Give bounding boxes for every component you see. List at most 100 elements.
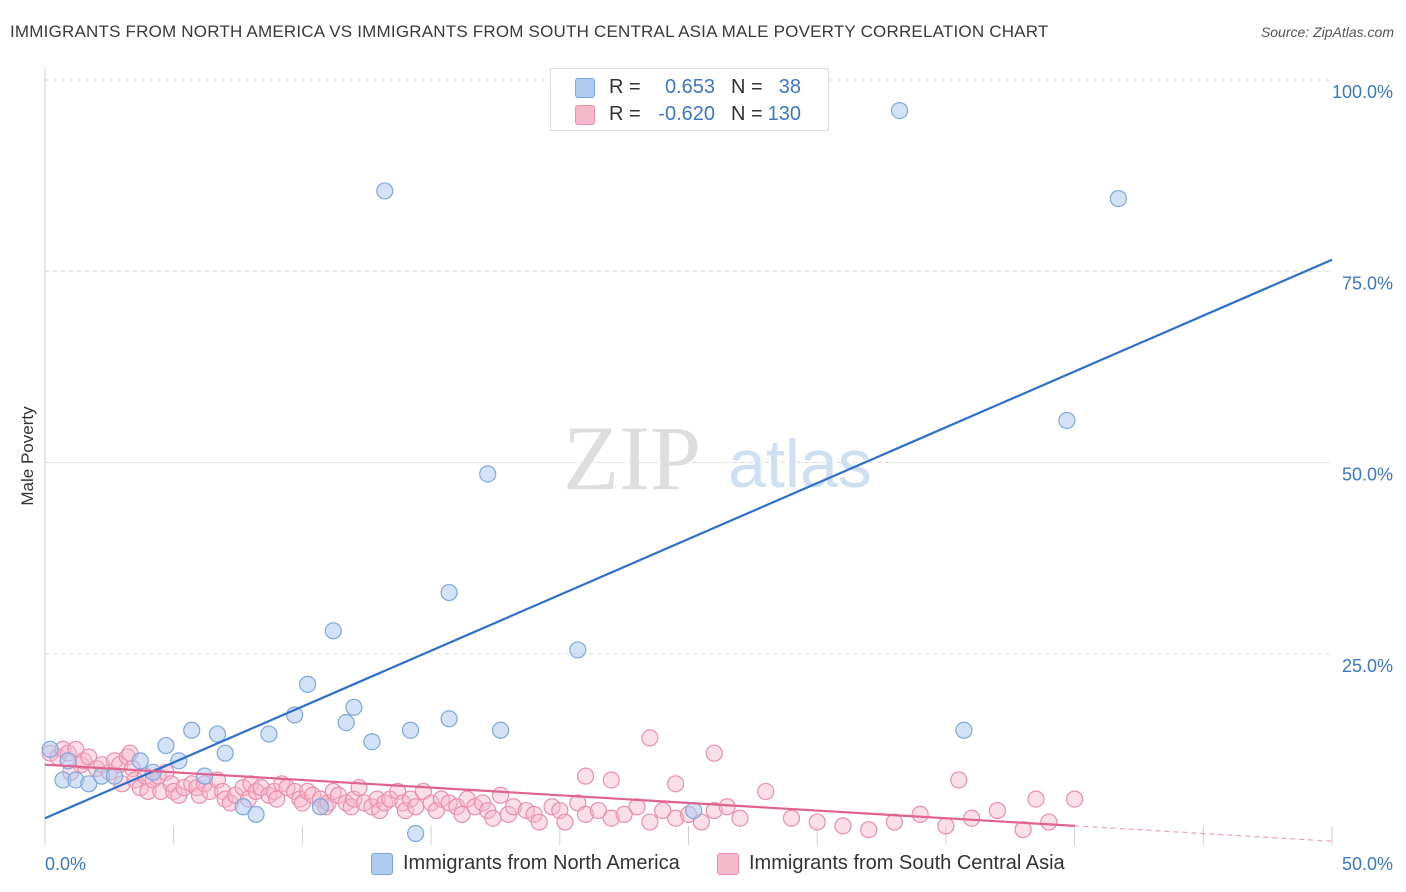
x-tick-label: 50.0% — [1342, 854, 1393, 874]
data-point-south-central-asia — [466, 798, 484, 816]
watermark-zip: ZIP — [563, 407, 701, 509]
data-point-south-central-asia — [440, 794, 458, 812]
data-point-north-america — [208, 725, 227, 743]
data-point-south-central-asia — [808, 813, 826, 831]
data-point-north-america — [363, 733, 381, 751]
legend-label: Immigrants from South Central Asia — [749, 852, 1065, 874]
grid-lines — [45, 79, 1332, 655]
n-label: N = — [731, 103, 763, 125]
trend-extension-south-central-asia — [1074, 825, 1333, 842]
data-point-north-america — [41, 740, 59, 758]
data-point-north-america — [955, 721, 973, 739]
data-point-south-central-asia — [1040, 813, 1058, 831]
y-tick-label: 50.0% — [1342, 465, 1393, 485]
data-point-south-central-asia — [641, 729, 659, 747]
data-point-north-america — [311, 798, 330, 816]
data-point-south-central-asia — [453, 805, 471, 824]
data-point-north-america — [183, 721, 201, 739]
r-label: R = — [609, 76, 641, 98]
trend-line-north-america — [44, 258, 1333, 820]
data-point-north-america — [298, 675, 317, 693]
y-tick-label: 25.0% — [1342, 656, 1393, 676]
data-point-north-america — [479, 465, 497, 483]
data-point-north-america — [195, 767, 214, 785]
data-point-north-america — [1109, 189, 1127, 208]
pink-swatch — [575, 105, 595, 125]
data-point-north-america — [247, 805, 265, 824]
data-point-south-central-asia — [731, 809, 749, 827]
data-point-north-america — [1058, 411, 1076, 430]
r-value: 0.653 — [664, 76, 715, 98]
data-point-north-america — [234, 798, 252, 816]
data-point-south-central-asia — [355, 794, 373, 812]
correlation-legend: R = 0.653 N = 38 R = -0.620 N = 130 — [550, 68, 829, 131]
data-point-south-central-asia — [432, 790, 450, 808]
data-point-south-central-asia — [911, 805, 929, 824]
data-point-south-central-asia — [937, 817, 955, 835]
data-point-north-america — [131, 752, 149, 770]
data-point-south-central-asia — [1027, 790, 1045, 808]
data-point-south-central-asia — [963, 809, 981, 827]
n-value: 38 — [778, 76, 801, 98]
trend-lines — [44, 258, 1333, 842]
data-point-south-central-asia — [834, 817, 852, 835]
data-point-south-central-asia — [988, 801, 1006, 820]
y-tick-label: 100.0% — [1332, 82, 1393, 102]
data-point-north-america — [440, 583, 458, 602]
data-point-north-america — [376, 182, 394, 200]
data-point-south-central-asia — [602, 809, 620, 827]
trend-line-south-central-asia — [44, 763, 1075, 827]
data-point-south-central-asia — [543, 798, 561, 816]
data-point-south-central-asia — [718, 798, 736, 816]
series-south-central-asia — [41, 729, 1084, 839]
y-tick-label: 75.0% — [1342, 273, 1393, 293]
data-point-north-america — [80, 775, 98, 793]
data-point-south-central-asia — [885, 813, 904, 831]
data-point-south-central-asia — [484, 809, 502, 827]
r-value: -0.620 — [658, 103, 715, 125]
data-point-north-america — [491, 721, 510, 739]
data-point-south-central-asia — [667, 809, 685, 827]
data-point-south-central-asia — [1065, 790, 1084, 808]
data-point-south-central-asia — [950, 771, 968, 789]
data-point-south-central-asia — [576, 805, 595, 824]
data-point-north-america — [569, 641, 587, 659]
r-label: R = — [609, 103, 641, 125]
data-point-north-america — [407, 824, 425, 843]
data-point-north-america — [157, 736, 175, 755]
data-point-south-central-asia — [576, 767, 595, 785]
data-point-north-america — [105, 767, 124, 785]
data-point-north-america — [337, 713, 355, 732]
series-north-america — [41, 101, 1127, 843]
legend-label: Immigrants from North America — [403, 852, 680, 874]
data-point-north-america — [890, 101, 909, 120]
data-point-south-central-asia — [628, 798, 646, 816]
data-point-south-central-asia — [504, 798, 523, 816]
data-point-south-central-asia — [654, 801, 672, 820]
data-point-south-central-asia — [556, 813, 574, 831]
data-point-south-central-asia — [175, 779, 193, 797]
y-axis-label: Male Poverty — [18, 406, 37, 506]
data-point-south-central-asia — [705, 744, 723, 762]
data-point-north-america — [324, 622, 342, 640]
data-point-north-america — [216, 744, 234, 762]
watermark-atlas: atlas — [728, 426, 872, 502]
data-point-south-central-asia — [1014, 821, 1032, 839]
data-point-south-central-asia — [860, 821, 878, 839]
data-point-south-central-asia — [530, 813, 548, 831]
data-point-south-central-asia — [757, 782, 775, 801]
data-point-north-america — [345, 698, 363, 716]
data-point-north-america — [440, 710, 458, 728]
data-point-south-central-asia — [407, 798, 425, 816]
data-point-north-america — [685, 801, 703, 820]
blue-swatch — [371, 853, 393, 875]
tick-labels: 25.0% 50.0% 75.0% 100.0% 0.0% 50.0% — [45, 82, 1393, 874]
pink-swatch — [717, 853, 739, 875]
data-point-south-central-asia — [268, 790, 286, 808]
data-point-south-central-asia — [705, 801, 723, 820]
n-value: 130 — [767, 103, 801, 125]
data-point-south-central-asia — [615, 805, 633, 824]
data-point-south-central-asia — [641, 813, 659, 831]
data-point-south-central-asia — [667, 775, 685, 793]
